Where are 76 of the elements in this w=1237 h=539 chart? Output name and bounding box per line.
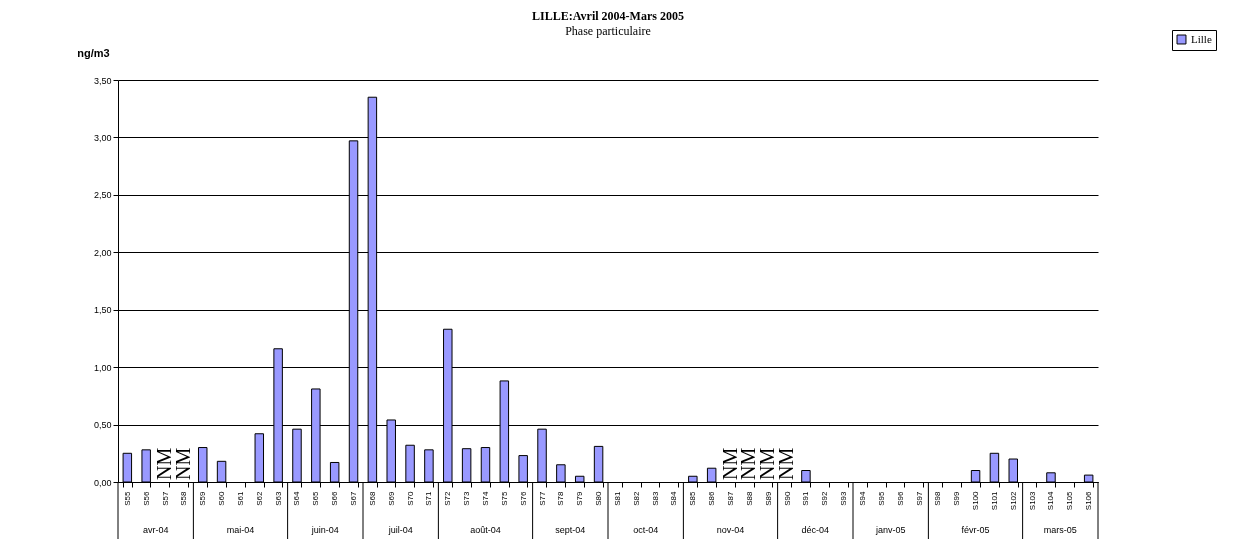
text: déc-04 bbox=[801, 525, 830, 535]
text: sept-04 bbox=[555, 525, 586, 535]
y-tick-label: 0,00 bbox=[93, 477, 112, 488]
x-tick-label: S76 bbox=[518, 490, 528, 506]
x-tick-label: S101 bbox=[989, 490, 999, 511]
x-tick-label: S88 bbox=[744, 490, 754, 506]
x-tick-label: S62 bbox=[254, 490, 264, 506]
x-tick-label: S99 bbox=[952, 490, 962, 506]
x-tick-label: S64 bbox=[292, 490, 302, 506]
x-tick-label: S60 bbox=[217, 490, 227, 506]
text: août-04 bbox=[470, 525, 501, 535]
x-tick-label: S104 bbox=[1046, 490, 1056, 511]
x-tick-label: S75 bbox=[499, 490, 509, 506]
x-tick-label: S94 bbox=[857, 490, 867, 506]
x-tick-label: S100 bbox=[971, 490, 981, 511]
y-axis-title: ng/m3 bbox=[77, 46, 110, 59]
x-tick-label: S68 bbox=[367, 490, 377, 506]
x-tick-label: S59 bbox=[198, 490, 208, 506]
x-tick-label: S58 bbox=[179, 490, 189, 506]
text: mars-05 bbox=[1043, 525, 1077, 535]
text: févr-05 bbox=[961, 525, 990, 535]
text: avr-04 bbox=[142, 525, 169, 535]
x-tick-label: S102 bbox=[1008, 490, 1018, 511]
y-tick-label: 1,50 bbox=[93, 305, 112, 316]
y-tick-label: 2,50 bbox=[93, 190, 112, 201]
x-tick-label: S70 bbox=[405, 490, 415, 506]
legend-label: Lille bbox=[1191, 32, 1212, 45]
x-tick-label: S73 bbox=[462, 490, 472, 506]
x-tick-label: S77 bbox=[537, 490, 547, 506]
x-tick-label: S61 bbox=[235, 490, 245, 506]
x-tick-label: S84 bbox=[669, 490, 679, 506]
x-tick-label: S87 bbox=[726, 490, 736, 506]
x-tick-label: S95 bbox=[876, 490, 886, 506]
text: nov-04 bbox=[716, 525, 745, 535]
y-tick-label: 0,50 bbox=[93, 420, 112, 431]
text: juin-04 bbox=[310, 525, 339, 535]
x-tick-label: S96 bbox=[895, 490, 905, 506]
y-tick-label: 1,00 bbox=[93, 362, 112, 373]
x-tick-label: S55 bbox=[122, 490, 132, 506]
text: oct-04 bbox=[633, 525, 659, 535]
x-tick-label: S86 bbox=[707, 490, 717, 506]
x-tick-label: S79 bbox=[575, 490, 585, 506]
x-tick-label: S63 bbox=[273, 490, 283, 506]
x-tick-label: S69 bbox=[386, 490, 396, 506]
y-tick-label: 2,00 bbox=[93, 247, 112, 258]
x-tick-label: S65 bbox=[311, 490, 321, 506]
text: mai-04 bbox=[226, 525, 255, 535]
x-tick-label: S80 bbox=[594, 490, 604, 506]
x-tick-label: S71 bbox=[424, 490, 434, 506]
x-tick-label: S82 bbox=[631, 490, 641, 506]
x-tick-label: S93 bbox=[839, 490, 849, 506]
y-tick-label: 3,00 bbox=[93, 132, 112, 143]
x-tick-label: S105 bbox=[1065, 490, 1075, 511]
x-tick-label: S97 bbox=[914, 490, 924, 506]
x-tick-label: S57 bbox=[160, 490, 170, 506]
x-tick-label: S72 bbox=[443, 490, 453, 506]
x-tick-label: S85 bbox=[688, 490, 698, 506]
x-tick-label: S106 bbox=[1084, 490, 1094, 511]
x-tick-label: S92 bbox=[820, 490, 830, 506]
x-tick-label: S67 bbox=[349, 490, 359, 506]
chart-title: LILLE:Avril 2004-Mars 2005 bbox=[532, 9, 684, 23]
x-tick-label: S78 bbox=[556, 490, 566, 506]
chart-subtitle: Phase particulaire bbox=[565, 24, 651, 38]
x-tick-label: S81 bbox=[612, 490, 622, 506]
x-tick-label: S89 bbox=[763, 490, 773, 506]
text: juil-04 bbox=[387, 525, 413, 535]
x-tick-label: S98 bbox=[933, 490, 943, 506]
x-tick-label: S66 bbox=[330, 490, 340, 506]
x-tick-label: S91 bbox=[801, 490, 811, 506]
x-tick-label: S56 bbox=[141, 490, 151, 506]
x-tick-label: S103 bbox=[1027, 490, 1037, 511]
x-tick-label: S90 bbox=[782, 490, 792, 506]
text: janv-05 bbox=[874, 525, 906, 535]
x-tick-label: S83 bbox=[650, 490, 660, 506]
x-tick-label: S74 bbox=[480, 490, 490, 506]
y-tick-label: 3,50 bbox=[93, 75, 112, 86]
